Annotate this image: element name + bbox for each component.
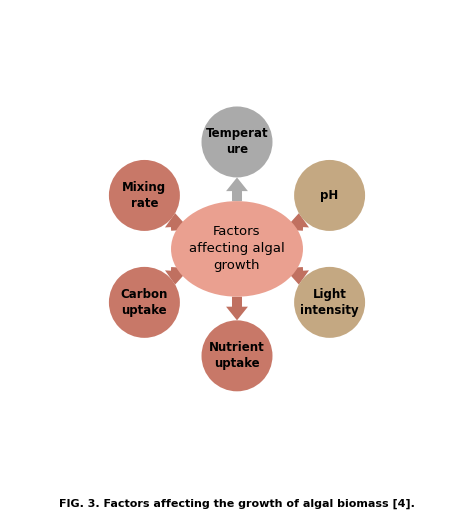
Text: Light
intensity: Light intensity xyxy=(301,288,359,317)
FancyArrow shape xyxy=(226,297,248,320)
Text: FIG. 3. Factors affecting the growth of algal biomass [4].: FIG. 3. Factors affecting the growth of … xyxy=(59,499,415,509)
Circle shape xyxy=(109,267,180,338)
Text: Nutrient
uptake: Nutrient uptake xyxy=(209,341,265,370)
FancyArrow shape xyxy=(287,267,309,285)
FancyArrow shape xyxy=(165,213,187,231)
Circle shape xyxy=(294,267,365,338)
FancyArrow shape xyxy=(287,213,309,231)
Text: Carbon
uptake: Carbon uptake xyxy=(121,288,168,317)
Circle shape xyxy=(294,160,365,231)
FancyArrow shape xyxy=(226,178,248,201)
Text: Factors
affecting algal
growth: Factors affecting algal growth xyxy=(189,225,285,272)
Circle shape xyxy=(201,320,273,391)
Circle shape xyxy=(109,160,180,231)
Text: Mixing
rate: Mixing rate xyxy=(122,181,166,210)
Text: pH: pH xyxy=(320,189,339,202)
FancyArrow shape xyxy=(165,267,187,285)
Text: Temperat
ure: Temperat ure xyxy=(206,127,268,157)
Ellipse shape xyxy=(171,201,303,297)
Circle shape xyxy=(201,106,273,178)
